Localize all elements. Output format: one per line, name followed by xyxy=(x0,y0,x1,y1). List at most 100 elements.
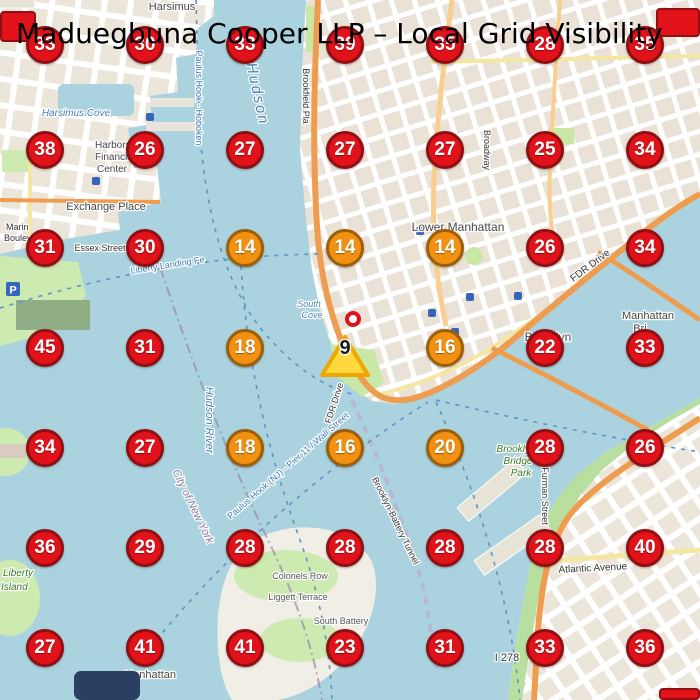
page-title: Maduegbuna Cooper LLP – Local Grid Visib… xyxy=(16,17,663,50)
map-label: Island xyxy=(1,582,28,593)
marker-value: 14 xyxy=(334,237,356,258)
map-label: Harsimus xyxy=(149,1,196,13)
bridges xyxy=(490,249,700,433)
marker-value: 27 xyxy=(334,139,356,160)
marker-value: 27 xyxy=(234,139,256,160)
brooklyn-bridge xyxy=(490,345,650,433)
grid-marker[interactable]: 22 xyxy=(526,329,564,367)
grid-marker[interactable]: 20 xyxy=(426,429,464,467)
marker-value: 34 xyxy=(634,139,656,160)
marker-value: 16 xyxy=(334,437,356,458)
dark-box-bottom-left xyxy=(74,671,140,700)
marker-value: 34 xyxy=(634,237,656,258)
parking-icon: P xyxy=(6,282,20,296)
grid-marker[interactable]: 39 xyxy=(326,26,364,64)
grid-marker[interactable]: 28 xyxy=(426,529,464,567)
marker-value: 36 xyxy=(34,537,56,558)
grid-marker[interactable]: 27 xyxy=(26,629,64,667)
grid-marker[interactable]: 29 xyxy=(126,529,164,567)
grid-marker[interactable]: 33 xyxy=(226,26,264,64)
marker-value: 29 xyxy=(134,537,156,558)
grid-marker[interactable]: 45 xyxy=(26,329,64,367)
grid-marker[interactable]: 25 xyxy=(526,131,564,169)
map-label: South Battery xyxy=(314,616,369,626)
map-label: Brookfield Pla xyxy=(301,68,311,124)
red-box-top-left xyxy=(0,11,36,42)
marker-value: 33 xyxy=(234,34,256,55)
grid-marker[interactable]: 14 xyxy=(226,229,264,267)
grid-marker[interactable]: 33 xyxy=(626,329,664,367)
grid-marker[interactable]: 27 xyxy=(226,131,264,169)
grid-marker[interactable]: 34 xyxy=(626,131,664,169)
grid-marker[interactable]: 18 xyxy=(226,329,264,367)
land-jersey-city xyxy=(0,0,214,254)
grid-marker[interactable]: 33 xyxy=(26,26,64,64)
marker-value: 36 xyxy=(634,637,656,658)
grid-marker[interactable]: 18 xyxy=(226,429,264,467)
marker-value: 33 xyxy=(634,337,656,358)
grid-marker[interactable]: 31 xyxy=(126,329,164,367)
island-liberty xyxy=(0,560,40,636)
marker-value: 18 xyxy=(234,437,256,458)
marker-value: 26 xyxy=(534,237,556,258)
map-label: Bridge xyxy=(504,456,533,467)
grid-marker[interactable]: 41 xyxy=(126,629,164,667)
marker-value: 25 xyxy=(534,139,556,160)
island-ellis xyxy=(0,428,30,476)
grid-marker[interactable]: 26 xyxy=(126,131,164,169)
grid-marker[interactable]: 40 xyxy=(626,529,664,567)
marker-value: 28 xyxy=(534,437,556,458)
transit-icon xyxy=(92,177,100,185)
marker-value: 35 xyxy=(434,34,456,55)
map-label: Furman Street xyxy=(540,467,550,525)
grid-marker[interactable]: 35 xyxy=(426,26,464,64)
grid-marker[interactable]: 31 xyxy=(426,629,464,667)
marker-value: 35 xyxy=(634,34,656,55)
marker-value: 23 xyxy=(334,637,356,658)
grid-marker[interactable]: 28 xyxy=(326,529,364,567)
grid-marker[interactable]: 31 xyxy=(26,229,64,267)
grid-marker[interactable]: 14 xyxy=(426,229,464,267)
grid-marker[interactable]: 27 xyxy=(326,131,364,169)
grid-marker[interactable]: 16 xyxy=(426,329,464,367)
grid-marker[interactable]: 26 xyxy=(526,229,564,267)
red-box-bottom-right xyxy=(659,688,700,700)
marker-value: 9 xyxy=(339,337,351,359)
grid-marker[interactable]: 30 xyxy=(126,229,164,267)
map-label: Cove xyxy=(301,310,322,320)
grid-marker[interactable]: 26 xyxy=(626,429,664,467)
marker-value: 31 xyxy=(34,237,56,258)
marker-value: 27 xyxy=(434,139,456,160)
map-label: Broadway xyxy=(482,130,492,171)
grid-marker[interactable]: 36 xyxy=(26,529,64,567)
grid-marker[interactable]: 28 xyxy=(526,429,564,467)
grid-marker[interactable]: 34 xyxy=(26,429,64,467)
marker-value: 28 xyxy=(434,537,456,558)
grid-marker[interactable]: 27 xyxy=(426,131,464,169)
grid-marker[interactable]: 27 xyxy=(126,429,164,467)
grid-marker[interactable]: 28 xyxy=(526,529,564,567)
transit-icon xyxy=(416,227,424,235)
grid-marker[interactable]: 28 xyxy=(526,26,564,64)
marker-value: 28 xyxy=(534,34,556,55)
transit-icon xyxy=(146,113,154,121)
grid-marker[interactable]: 23 xyxy=(326,629,364,667)
grid-marker[interactable]: 38 xyxy=(26,131,64,169)
map-label: Paulus Hook - Hoboken xyxy=(194,50,204,145)
grid-marker[interactable]: 28 xyxy=(226,529,264,567)
grid-marker[interactable]: 35 xyxy=(626,26,664,64)
marker-value: 30 xyxy=(134,237,156,258)
grid-marker[interactable]: 16 xyxy=(326,429,364,467)
grid-marker[interactable]: 33 xyxy=(526,629,564,667)
grid-marker[interactable]: 14 xyxy=(326,229,364,267)
marker-value: 28 xyxy=(534,537,556,558)
red-box-top-right xyxy=(656,8,700,37)
grid-marker[interactable]: 30 xyxy=(126,26,164,64)
marker-value: 34 xyxy=(34,437,56,458)
map-label: Liggett Terrace xyxy=(268,592,327,602)
grid-marker[interactable]: 41 xyxy=(226,629,264,667)
grid-marker[interactable]: 34 xyxy=(626,229,664,267)
grid-marker[interactable]: 36 xyxy=(626,629,664,667)
transit-icon xyxy=(428,309,436,317)
